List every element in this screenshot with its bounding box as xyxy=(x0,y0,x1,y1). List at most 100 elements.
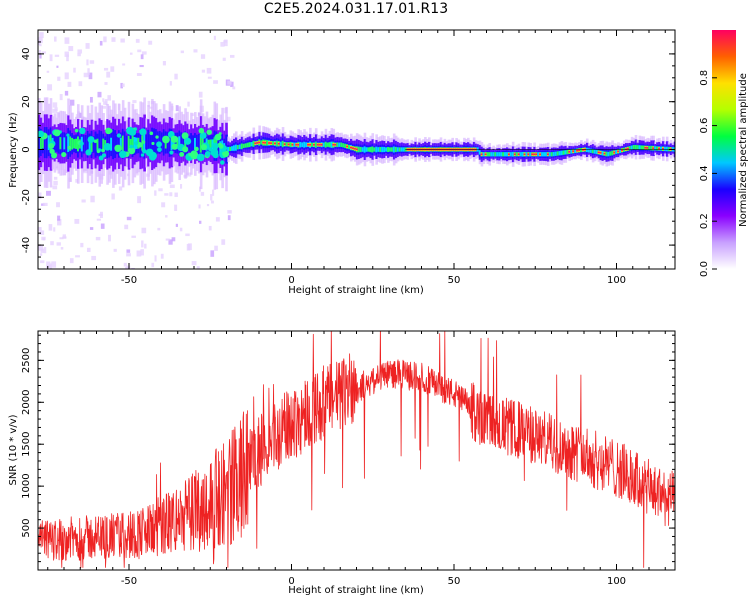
heatmap-cell xyxy=(160,132,164,153)
heatmap-noise-cell xyxy=(162,61,166,66)
heatmap-cell xyxy=(644,146,648,149)
heatmap-noise-cell xyxy=(38,49,42,54)
heatmap-noise-cell xyxy=(187,101,190,107)
heatmap-cell xyxy=(324,141,328,148)
heatmap-blob xyxy=(171,143,178,150)
heatmap-cell xyxy=(353,147,357,150)
heatmap-noise-cell xyxy=(165,238,170,241)
heatmap-cell xyxy=(301,142,304,148)
heatmap-blob xyxy=(139,128,147,136)
heatmap-noise-cell xyxy=(102,105,107,109)
heatmap-cell xyxy=(665,146,669,152)
heatmap-noise-cell xyxy=(64,37,70,44)
heatmap-cell xyxy=(658,147,661,150)
heatmap-cell xyxy=(574,148,577,154)
heatmap-cell xyxy=(387,147,390,152)
heatmap-cell xyxy=(527,153,531,156)
heatmap-noise-cell xyxy=(59,237,64,240)
heatmap-cell xyxy=(580,147,583,153)
heatmap-cell xyxy=(102,138,105,151)
heatmap-cell xyxy=(182,133,185,154)
heatmap-cell xyxy=(236,145,240,150)
heatmap-cell xyxy=(100,131,103,159)
heatmap-noise-cell xyxy=(122,63,126,66)
heatmap-cell xyxy=(252,140,256,147)
heatmap-cell xyxy=(496,152,499,157)
heatmap-noise-cell xyxy=(77,49,83,54)
heatmap-cell xyxy=(272,141,275,146)
heatmap-noise-cell xyxy=(212,189,215,196)
heatmap-cell xyxy=(525,152,529,157)
heatmap-blob xyxy=(170,135,179,143)
heatmap-noise-cell xyxy=(132,100,137,104)
heatmap-noise-cell xyxy=(54,54,60,57)
heatmap-cell xyxy=(650,145,653,151)
heatmap-noise-cell xyxy=(52,185,58,190)
heatmap-noise-cell xyxy=(68,46,74,52)
heatmap-noise-cell xyxy=(39,53,42,59)
heatmap-noise-cell xyxy=(191,261,197,266)
heatmap-cell xyxy=(605,151,609,157)
heatmap-cell xyxy=(361,147,365,152)
heatmap-cell xyxy=(383,146,386,153)
heatmap-noise-cell xyxy=(96,218,101,221)
heatmap-cell xyxy=(326,142,330,147)
heatmap-noise-cell xyxy=(154,190,157,196)
heatmap-cell xyxy=(233,145,236,151)
heatmap-cell xyxy=(336,142,339,148)
heatmap-noise-cell xyxy=(135,108,138,115)
heatmap-cell xyxy=(305,142,308,148)
heatmap-noise-cell xyxy=(124,266,129,269)
heatmap-cell xyxy=(381,146,384,153)
heatmap-cell xyxy=(521,151,525,157)
heatmap-noise-cell xyxy=(103,67,109,71)
heatmap-x-tick-label: 100 xyxy=(607,275,626,286)
snr-x-tick-label: 100 xyxy=(607,576,626,587)
heatmap-cell xyxy=(601,150,605,156)
heatmap-cell xyxy=(168,128,172,157)
heatmap-noise-cell xyxy=(95,236,101,241)
heatmap-cell xyxy=(539,153,542,156)
heatmap-noise-cell xyxy=(108,234,111,242)
heatmap-noise-cell xyxy=(186,172,192,177)
heatmap-cell xyxy=(494,152,497,157)
heatmap-cell xyxy=(377,147,380,152)
heatmap-noise-cell xyxy=(47,84,53,91)
heatmap-cell xyxy=(595,149,599,155)
heatmap-cell xyxy=(297,143,300,146)
heatmap-blob xyxy=(148,153,157,161)
heatmap-noise-cell xyxy=(169,184,175,189)
heatmap-cell xyxy=(86,130,90,158)
heatmap-noise-cell xyxy=(180,50,184,54)
heatmap-blob xyxy=(169,150,174,155)
heatmap-cell xyxy=(227,146,230,152)
heatmap-cell xyxy=(535,153,538,156)
heatmap-cell xyxy=(636,145,640,150)
heatmap-cell xyxy=(307,143,310,146)
heatmap-noise-cell xyxy=(180,184,183,189)
heatmap-noise-cell xyxy=(126,216,132,221)
heatmap-noise-cell xyxy=(165,215,168,218)
heatmap-cell xyxy=(268,142,271,144)
heatmap-noise-cell xyxy=(87,68,90,75)
heatmap-noise-cell xyxy=(67,81,72,87)
heatmap-cell xyxy=(176,137,180,149)
heatmap-cell xyxy=(117,130,121,158)
heatmap-noise-cell xyxy=(141,227,147,234)
heatmap-cell xyxy=(75,138,78,149)
heatmap-cell xyxy=(242,143,246,149)
heatmap-noise-cell xyxy=(123,262,127,267)
heatmap-noise-cell xyxy=(179,227,183,232)
heatmap-blob xyxy=(220,160,225,165)
heatmap-cell xyxy=(502,152,505,157)
heatmap-noise-cell xyxy=(38,37,43,44)
heatmap-cell xyxy=(195,134,199,154)
heatmap-blob xyxy=(67,145,72,150)
heatmap-noise-cell xyxy=(46,190,51,196)
heatmap-cell xyxy=(279,141,283,147)
heatmap-noise-cell xyxy=(103,36,107,43)
heatmap-blob xyxy=(211,142,219,150)
heatmap-noise-cell xyxy=(90,195,95,203)
heatmap-cell xyxy=(613,151,616,154)
heatmap-blob xyxy=(53,129,61,137)
